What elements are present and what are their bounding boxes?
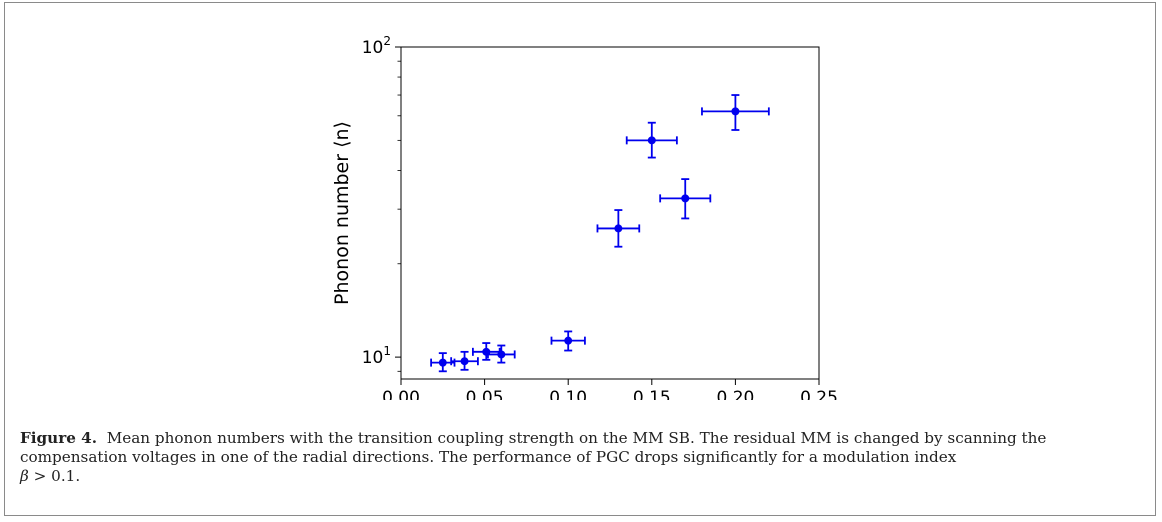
caption-math-var: β xyxy=(20,467,29,485)
caption-math-rest: > 0.1. xyxy=(28,467,81,485)
x-tick-label: 0.05 xyxy=(466,388,504,400)
data-point xyxy=(460,357,469,366)
x-tick-label: 0.15 xyxy=(633,388,671,400)
x-tick-label: 0.10 xyxy=(549,388,587,400)
phonon-chart: 0.00 0.05 0.10 0.15 0.20 0.25 101 102 β Phonon … xyxy=(331,34,838,400)
data-point xyxy=(564,336,573,345)
figure-caption: Figure 4. Mean phonon numbers with the t… xyxy=(20,429,1145,486)
data-point xyxy=(497,350,506,359)
x-tick-label: 0.25 xyxy=(800,388,838,400)
y-axis-label: Phonon number ⟨n⟩ xyxy=(331,121,353,305)
data-point xyxy=(681,194,690,203)
y-tick-label: 102 xyxy=(362,34,391,58)
data-point xyxy=(647,136,656,145)
plot-area-frame xyxy=(400,46,820,380)
data-point xyxy=(438,358,447,367)
caption-label: Figure 4. xyxy=(20,429,98,447)
y-tick-label: 101 xyxy=(362,344,391,368)
data-point xyxy=(731,107,740,116)
data-point xyxy=(614,224,623,233)
x-tick-label: 0.00 xyxy=(382,388,420,400)
caption-text: Mean phonon numbers with the transition … xyxy=(20,429,1047,466)
figure-frame xyxy=(4,2,1156,516)
x-tick-label: 0.20 xyxy=(716,388,754,400)
x-axis-label: β xyxy=(604,398,616,400)
